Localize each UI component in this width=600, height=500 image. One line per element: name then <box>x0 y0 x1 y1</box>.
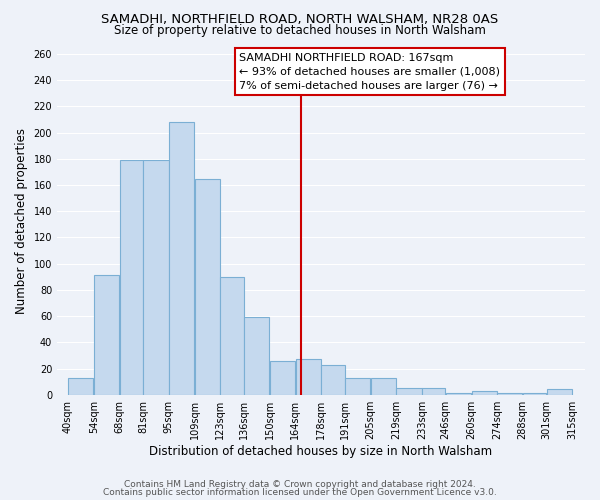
Bar <box>220 277 244 394</box>
Bar <box>472 391 497 394</box>
Text: Contains HM Land Registry data © Crown copyright and database right 2024.: Contains HM Land Registry data © Crown c… <box>124 480 476 489</box>
Bar <box>270 360 295 394</box>
Bar <box>397 388 422 394</box>
Text: SAMADHI, NORTHFIELD ROAD, NORTH WALSHAM, NR28 0AS: SAMADHI, NORTHFIELD ROAD, NORTH WALSHAM,… <box>101 12 499 26</box>
Bar <box>244 318 269 394</box>
Text: Size of property relative to detached houses in North Walsham: Size of property relative to detached ho… <box>114 24 486 37</box>
Bar <box>169 122 194 394</box>
Text: SAMADHI NORTHFIELD ROAD: 167sqm
← 93% of detached houses are smaller (1,008)
7% : SAMADHI NORTHFIELD ROAD: 167sqm ← 93% of… <box>239 52 500 90</box>
Bar <box>94 276 119 394</box>
Bar <box>321 364 344 394</box>
Bar <box>195 178 220 394</box>
Bar <box>345 378 370 394</box>
Bar <box>296 360 321 394</box>
Bar <box>119 160 143 394</box>
Bar <box>371 378 396 394</box>
Y-axis label: Number of detached properties: Number of detached properties <box>15 128 28 314</box>
Bar <box>143 160 169 394</box>
Bar <box>68 378 94 394</box>
X-axis label: Distribution of detached houses by size in North Walsham: Distribution of detached houses by size … <box>149 444 493 458</box>
Bar <box>547 390 572 394</box>
Bar <box>422 388 445 394</box>
Text: Contains public sector information licensed under the Open Government Licence v3: Contains public sector information licen… <box>103 488 497 497</box>
